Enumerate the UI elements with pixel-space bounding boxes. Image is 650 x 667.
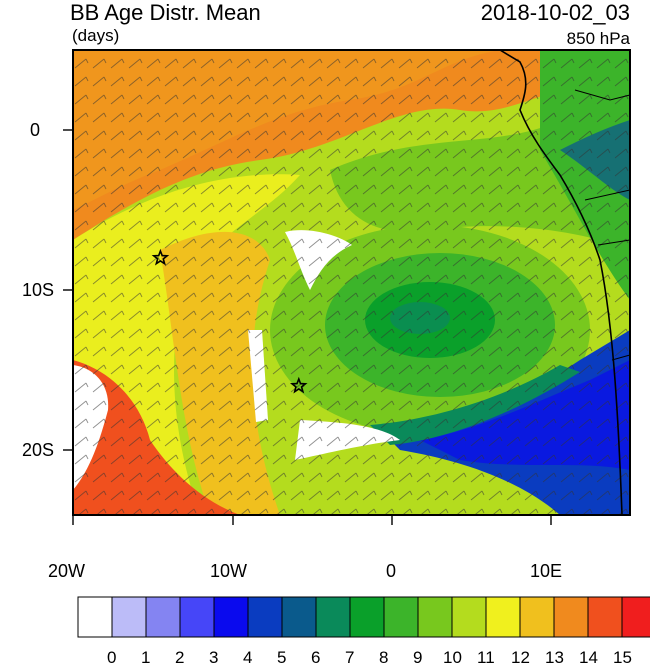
colorbar-swatch (383, 596, 419, 638)
colorbar-swatch (281, 596, 317, 638)
colorbar-swatch (111, 596, 147, 638)
colorbar-label: 10 (443, 648, 462, 667)
colorbar-swatch (587, 596, 623, 638)
colorbar-label: 3 (209, 648, 219, 667)
station-star-south (289, 376, 308, 394)
colorbar-label: 1 (141, 648, 151, 667)
colorbar-swatch (77, 596, 113, 638)
colorbar-swatch (417, 596, 453, 638)
colorbar-swatch (485, 596, 521, 638)
colorbar-label: 14 (579, 648, 598, 667)
colorbar-label: 4 (243, 648, 253, 667)
colorbar-label: 12 (511, 648, 530, 667)
colorbar-label: 11 (477, 648, 495, 667)
colorbar-label: 15 (613, 648, 632, 667)
colorbar-label: 9 (413, 648, 423, 667)
figure-units: (days) (72, 26, 120, 45)
colorbar (77, 596, 650, 638)
colorbar-swatch (519, 596, 555, 638)
colorbar-label: 0 (107, 648, 117, 667)
lon-label-10w: 10W (210, 561, 248, 581)
station-star-north (151, 248, 170, 266)
figure-datetime: 2018-10-02_03 (480, 0, 630, 25)
colorbar-swatch (349, 596, 385, 638)
colorbar-label: 2 (175, 648, 185, 667)
lon-label-20w: 20W (48, 561, 86, 581)
axis-ticks (63, 129, 552, 525)
lon-label-0: 0 (386, 561, 397, 581)
colorbar-label: 6 (311, 648, 321, 667)
colorbar-swatch (247, 596, 283, 638)
age-field (73, 50, 630, 515)
colorbar-swatch (451, 596, 487, 638)
colorbar-swatch (179, 596, 215, 638)
colorbar-label: 8 (379, 648, 389, 667)
colorbar-label: 13 (545, 648, 564, 667)
lat-label-20s: 20S (22, 440, 55, 460)
figure-level: 850 hPa (566, 29, 630, 48)
colorbar-label: 7 (345, 648, 355, 667)
lat-label-0: 0 (30, 120, 41, 140)
colorbar-swatch (315, 596, 351, 638)
map-frame (72, 49, 631, 516)
lat-label-10s: 10S (22, 280, 55, 300)
colorbar-swatch (145, 596, 181, 638)
colorbar-label: 5 (277, 648, 287, 667)
colorbar-swatch (553, 596, 589, 638)
marker-layer (151, 248, 308, 394)
lon-label-10e: 10E (530, 561, 563, 581)
colorbar-swatch (621, 596, 650, 638)
figure-title: BB Age Distr. Mean (70, 0, 261, 25)
colorbar-swatch (213, 596, 249, 638)
